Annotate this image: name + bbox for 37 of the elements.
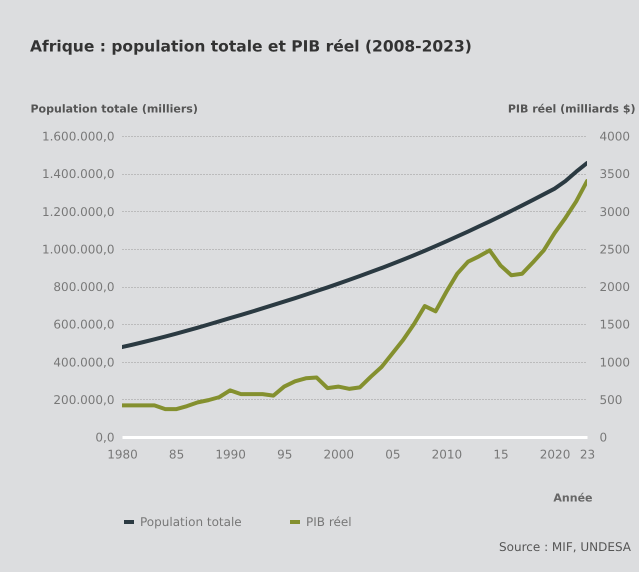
y2-axis-title: PIB réel (milliards $) — [508, 102, 636, 116]
x-tick-label: 2020 — [540, 448, 570, 462]
legend-label: PIB réel — [306, 515, 352, 529]
x-tick-label: 23 — [580, 448, 596, 462]
y2-tick-label: 500 — [600, 392, 622, 407]
y-tick-label: 200.000,0 — [53, 392, 114, 407]
y-tick-label: 600.000,0 — [53, 318, 114, 332]
y-tick-label: 400.000,0 — [53, 355, 114, 370]
x-tick-label: 1990 — [215, 448, 246, 462]
y2-tick-label: 3500 — [600, 167, 630, 182]
y2-tick-label: 0 — [600, 430, 608, 444]
y2-tick-label: 1000 — [600, 355, 630, 370]
y2-tick-label: 3000 — [600, 204, 630, 219]
x-tick-label: 85 — [168, 448, 184, 462]
y-tick-label: 1.200.000,0 — [42, 204, 114, 219]
x-tick-label: 2000 — [324, 448, 354, 462]
line-series — [122, 161, 587, 350]
y2-tick-label: 2500 — [600, 242, 630, 256]
y-tick-label: 1.600.000,0 — [42, 130, 114, 144]
line-series — [122, 179, 587, 412]
y2-tick-label: 4000 — [600, 130, 630, 144]
y-tick-label: 1.400.000,0 — [42, 167, 114, 182]
x-tick-label: 1980 — [107, 448, 138, 462]
x-axis-title: Année — [553, 492, 592, 504]
legend-label: Population totale — [140, 515, 242, 529]
y-tick-label: 1.000.000,0 — [42, 242, 114, 256]
x-tick-label: 95 — [277, 448, 292, 462]
x-tick-label: 2010 — [432, 448, 462, 462]
chart-title: Afrique : population totale et PIB réel (2008-2023) — [30, 38, 472, 56]
x-tick-label: 15 — [493, 448, 509, 462]
y-tick-label: 800.000,0 — [53, 280, 114, 294]
y-tick-label: 0,0 — [95, 430, 114, 444]
x-tick-label: 05 — [385, 448, 400, 462]
y2-tick-label: 2000 — [600, 280, 630, 294]
source-note: Source : MIF, UNDESA — [499, 540, 631, 554]
y-axis-title: Population totale (milliers) — [30, 102, 198, 116]
y2-tick-label: 1500 — [600, 318, 630, 332]
